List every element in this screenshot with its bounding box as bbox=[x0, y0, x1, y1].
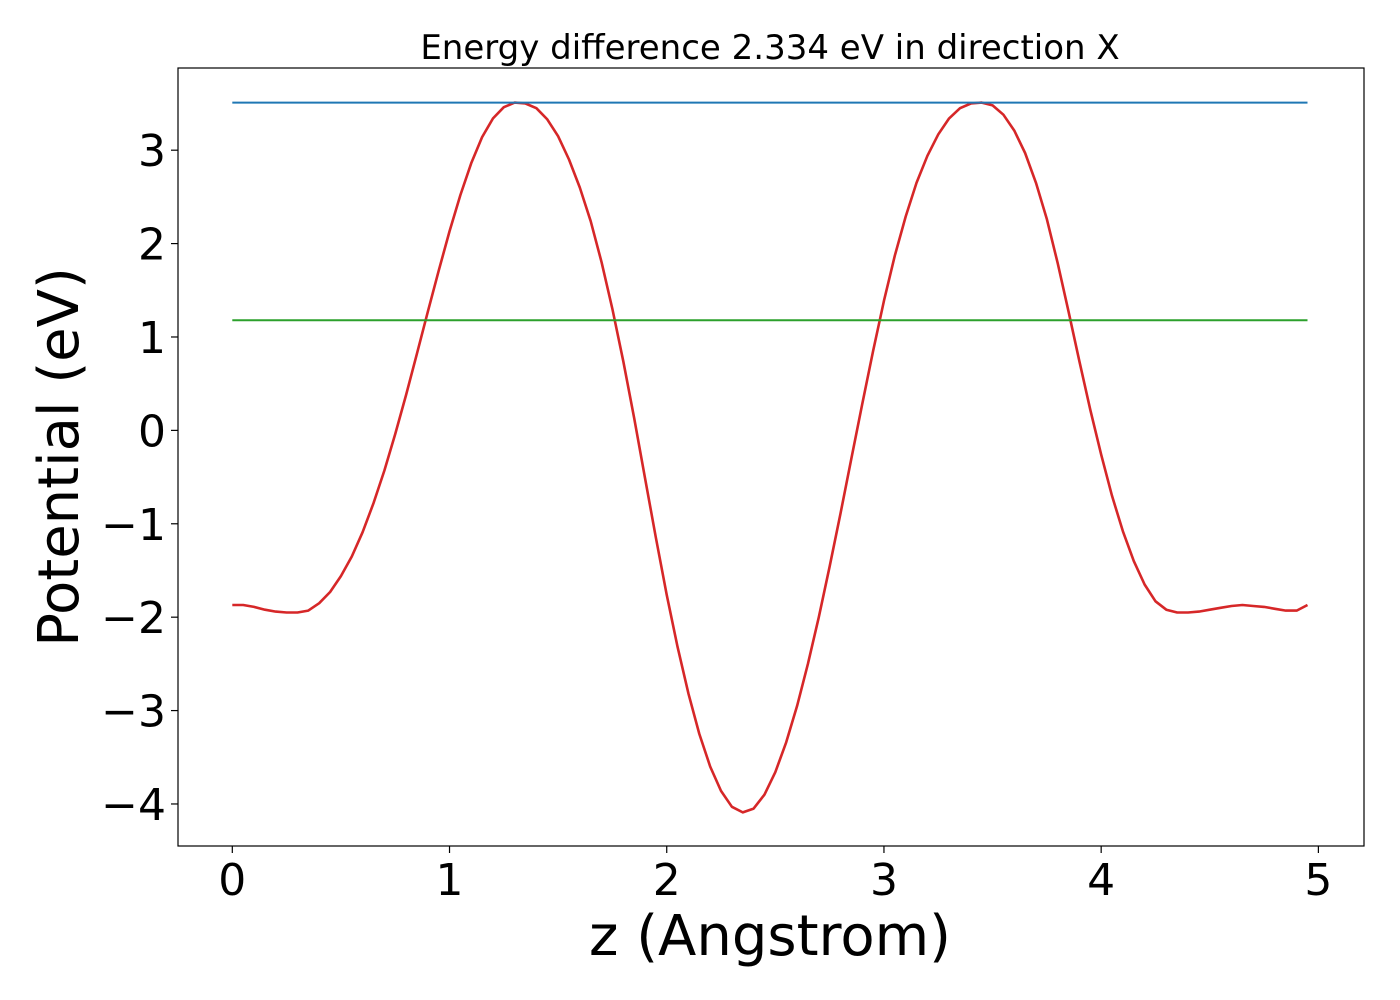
x-tick-label: 0 bbox=[218, 855, 246, 906]
x-tick-label: 1 bbox=[436, 855, 464, 906]
y-axis-label: Potential (eV) bbox=[27, 267, 92, 647]
y-tick-label: −2 bbox=[101, 593, 166, 644]
x-tick-label: 5 bbox=[1304, 855, 1332, 906]
chart-title: Energy difference 2.334 eV in direction … bbox=[420, 28, 1119, 68]
y-tick-label: −1 bbox=[101, 500, 166, 551]
y-tick-label: 3 bbox=[138, 126, 166, 177]
y-tick-label: 2 bbox=[138, 220, 166, 271]
x-tick-label: 4 bbox=[1087, 855, 1115, 906]
y-tick-label: −3 bbox=[101, 687, 166, 738]
series-line-0 bbox=[232, 101, 1309, 814]
plot-area bbox=[232, 101, 1309, 814]
x-tick-label: 2 bbox=[653, 855, 681, 906]
x-tick-label: 3 bbox=[870, 855, 898, 906]
y-tick-label: 1 bbox=[138, 313, 166, 364]
y-axis-ticks: −4 −3 −2 −1 0 1 2 3 bbox=[101, 126, 178, 831]
y-tick-label: −4 bbox=[101, 780, 166, 831]
axes-frame bbox=[177, 67, 1365, 847]
y-tick-label: 0 bbox=[138, 406, 166, 457]
x-axis-ticks: 0 1 2 3 4 5 bbox=[218, 846, 1332, 906]
x-axis-label: z (Angstrom) bbox=[589, 904, 951, 969]
